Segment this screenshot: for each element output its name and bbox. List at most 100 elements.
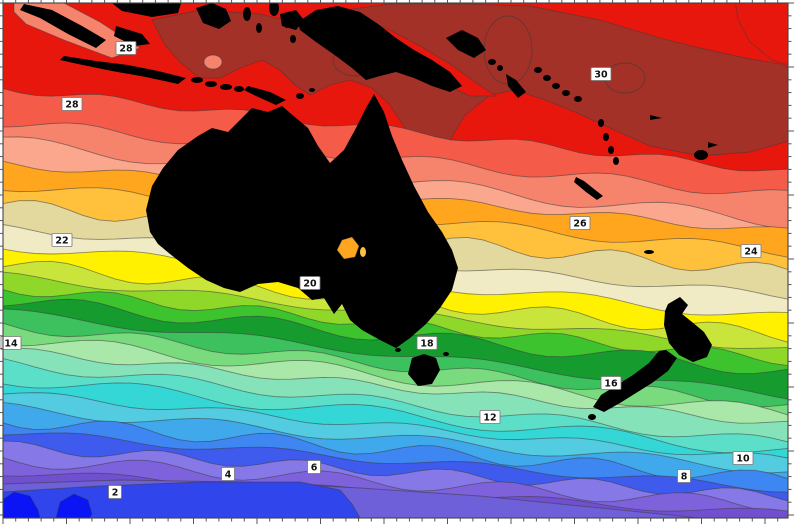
warm-feature-cool-spot [203,54,223,70]
svg-text:18: 18 [420,339,434,350]
warm-feature-red-corner-wedge [734,3,788,66]
contour-label-20: 20 [299,276,321,290]
contour-line-7 [3,432,788,493]
land-norfolk-dash [644,250,654,254]
contour-label-8: 8 [677,469,691,483]
land-bismarck-island-2 [497,65,503,71]
svg-text:10: 10 [736,454,750,465]
land-lesser-sunda-1 [191,77,203,83]
land-vanuatu-1 [598,119,604,127]
land-java [60,56,186,84]
svg-text:26: 26 [573,219,587,230]
svg-text:2: 2 [112,488,119,499]
contour-label-6: 6 [307,460,321,474]
sa-gulf-warm-dot [360,247,366,257]
contour-line-3 [3,479,701,518]
coldest-patch-2 [55,493,93,518]
land-layer [20,3,718,420]
land-new-caledonia [574,177,603,200]
land-maluku-1 [243,7,251,21]
coldest-patches [3,491,93,518]
land-solomon-3 [552,83,560,89]
svg-text:24: 24 [744,247,758,258]
land-lesser-sunda-4 [234,86,244,92]
land-solomon-5 [574,96,582,102]
svg-text:20: 20 [303,279,317,290]
land-borneo-edge [111,3,182,17]
contour-line-13 [3,347,788,424]
svg-text:8: 8 [681,472,688,483]
contour-line-5 [3,457,788,514]
land-stewart-island [588,414,596,420]
contour-label-22: 22 [51,233,73,247]
land-lesser-sunda-3 [220,84,232,90]
land-australia [146,94,458,348]
contour-line-14 [3,339,788,416]
land-nz-south-island [593,350,677,412]
land-tasmania [408,354,440,386]
svg-text:30: 30 [594,70,608,81]
contour-labels: 28 28 30 26 24 22 20 14 18 16 12 10 8 6 4 2 [0,41,762,499]
land-sulawesi [196,3,231,29]
land-bass-strait-island-2 [443,352,449,356]
svg-text:22: 22 [55,236,68,247]
contour-label-12: 12 [479,410,501,424]
svg-text:4: 4 [225,470,232,481]
land-halmahera [269,3,279,16]
land-solomon-4 [562,90,570,96]
contour-label-18: 18 [416,336,438,350]
contour-label-26: 26 [569,216,591,230]
svg-text:16: 16 [604,379,618,390]
contour-label-10: 10 [732,451,754,465]
svg-text:12: 12 [483,413,496,424]
contour-line-15 [3,322,788,408]
contour-label-2: 2 [108,485,122,499]
band-below-2 [3,482,360,518]
contour-label-28: 28 [61,97,83,111]
svg-text:28: 28 [65,100,79,111]
contour-line-12 [3,358,788,443]
contour-line-9 [3,401,788,474]
land-lesser-sunda-2 [205,81,217,87]
land-bougainville [506,74,526,98]
contour-label-30: 30 [590,67,612,81]
svg-text:14: 14 [4,339,18,350]
contour-line-10 [3,392,788,459]
land-new-guinea [298,6,462,92]
land-nz-north-island [664,297,712,362]
land-maluku-3 [284,20,290,28]
land-tanimbar-2 [309,88,315,92]
sa-gulf-warm-spot [336,236,360,260]
land-belitung [114,26,150,46]
land-fiji-sliver [708,142,718,148]
contour-line-16 [3,308,788,400]
contour-label-28: 28 [115,41,137,55]
land-new-britain [446,30,486,58]
land-vanuatu-2 [603,133,609,141]
coldest-patch-1 [3,491,41,518]
contour-label-14: 14 [0,336,22,350]
contour-label-24: 24 [740,244,762,258]
land-maluku-2 [256,23,262,33]
contour-line-27 [3,122,788,195]
land-bismarck-island-1 [488,59,496,65]
land-solomon-1 [534,67,542,73]
contour-line-11 [3,382,788,454]
land-vanuatu-3 [608,146,614,154]
land-timor [244,86,286,105]
land-tanimbar-1 [296,93,304,99]
svg-text:28: 28 [119,44,133,55]
land-fiji [694,150,708,160]
land-vanuatu-4 [613,157,619,165]
land-maluku-4 [290,35,296,43]
contour-label-16: 16 [600,376,622,390]
contour-label-4: 4 [221,467,235,481]
land-solomon-2 [543,75,551,81]
land-reef-dash [650,115,662,120]
contour-line-28 [3,88,788,172]
svg-text:6: 6 [311,463,318,474]
